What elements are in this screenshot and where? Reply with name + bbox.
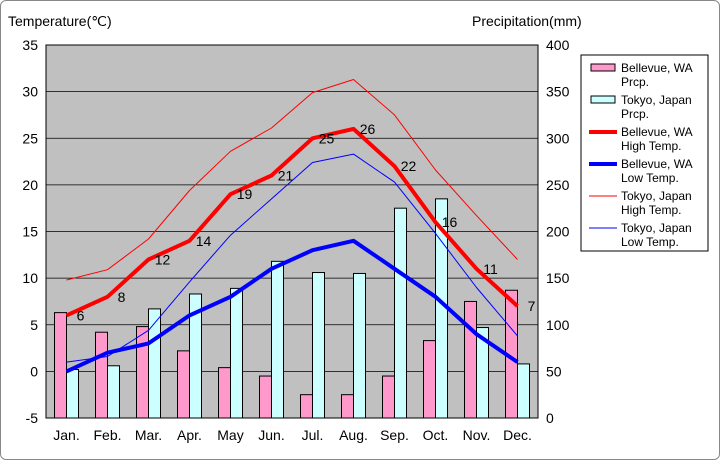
x-tick-label: Feb. <box>93 427 121 443</box>
bar <box>342 395 354 418</box>
data-label: 14 <box>196 233 212 249</box>
bar <box>424 341 436 418</box>
bar <box>55 313 67 418</box>
bar <box>272 261 284 418</box>
data-label: 26 <box>360 121 376 137</box>
left-tick-label: 30 <box>22 84 38 100</box>
legend-swatch <box>591 64 615 71</box>
left-tick-label: 10 <box>22 270 38 286</box>
right-axis-title: Precipitation(mm) <box>472 13 582 29</box>
right-tick-label: 250 <box>546 177 570 193</box>
data-label: 25 <box>319 130 335 146</box>
x-tick-label: Nov. <box>463 427 491 443</box>
legend-label: Bellevue, WA <box>621 61 693 75</box>
data-label: 12 <box>155 251 171 267</box>
legend-label: Tokyo, Japan <box>621 93 692 107</box>
bar <box>518 364 530 418</box>
legend-label: Low Temp. <box>621 235 679 249</box>
x-tick-label: Jul. <box>302 427 324 443</box>
bar <box>383 376 395 418</box>
left-tick-label: 35 <box>22 37 38 53</box>
legend-label: Prcp. <box>621 75 649 89</box>
bar <box>108 366 120 418</box>
bar <box>313 273 325 418</box>
bar <box>301 395 313 418</box>
x-tick-label: Apr. <box>177 427 202 443</box>
left-tick-label: 15 <box>22 224 38 240</box>
legend-label: Bellevue, WA <box>621 125 693 139</box>
bar <box>231 288 243 418</box>
x-tick-label: Oct. <box>423 427 449 443</box>
x-tick-label: Aug. <box>339 427 368 443</box>
left-axis-title: Temperature(℃) <box>8 13 112 29</box>
left-tick-label: 20 <box>22 177 38 193</box>
bar <box>67 370 79 418</box>
bar <box>260 376 272 418</box>
bar <box>219 368 231 418</box>
right-tick-label: 200 <box>546 224 570 240</box>
data-label: 7 <box>528 298 536 314</box>
data-label: 8 <box>118 289 126 305</box>
left-tick-label: 0 <box>30 363 38 379</box>
data-label: 21 <box>278 168 294 184</box>
legend-label: High Temp. <box>621 139 681 153</box>
legend-label: Bellevue, WA <box>621 157 693 171</box>
data-label: 19 <box>237 186 253 202</box>
x-tick-label: Dec. <box>503 427 532 443</box>
x-tick-label: May <box>217 427 243 443</box>
left-tick-label: 5 <box>30 317 38 333</box>
bar <box>178 351 190 418</box>
right-tick-label: 100 <box>546 317 570 333</box>
data-label: 16 <box>442 214 458 230</box>
right-tick-label: 350 <box>546 84 570 100</box>
left-tick-label: -5 <box>26 410 39 426</box>
right-tick-label: 300 <box>546 130 570 146</box>
right-tick-label: 0 <box>546 410 554 426</box>
legend-swatch <box>591 96 615 103</box>
left-tick-label: 25 <box>22 130 38 146</box>
plot-area: -505101520253035050100150200250300350400… <box>22 37 569 443</box>
legend-label: Tokyo, Japan <box>621 189 692 203</box>
right-tick-label: 150 <box>546 270 570 286</box>
legend-label: High Temp. <box>621 203 681 217</box>
bar <box>137 327 149 418</box>
bar <box>354 273 366 418</box>
data-label: 22 <box>401 158 417 174</box>
bar <box>465 301 477 418</box>
legend-label: Tokyo, Japan <box>621 221 692 235</box>
x-tick-label: Jan. <box>53 427 79 443</box>
right-tick-label: 50 <box>546 363 562 379</box>
right-tick-label: 400 <box>546 37 570 53</box>
data-label: 11 <box>483 261 498 277</box>
x-tick-label: Mar. <box>135 427 162 443</box>
legend-label: Low Temp. <box>621 171 679 185</box>
bar <box>395 208 407 418</box>
bar <box>149 309 161 418</box>
x-tick-label: Sep. <box>380 427 409 443</box>
data-label: 6 <box>77 307 85 323</box>
legend-label: Prcp. <box>621 107 649 121</box>
x-tick-label: Jun. <box>258 427 284 443</box>
bar <box>96 332 108 418</box>
